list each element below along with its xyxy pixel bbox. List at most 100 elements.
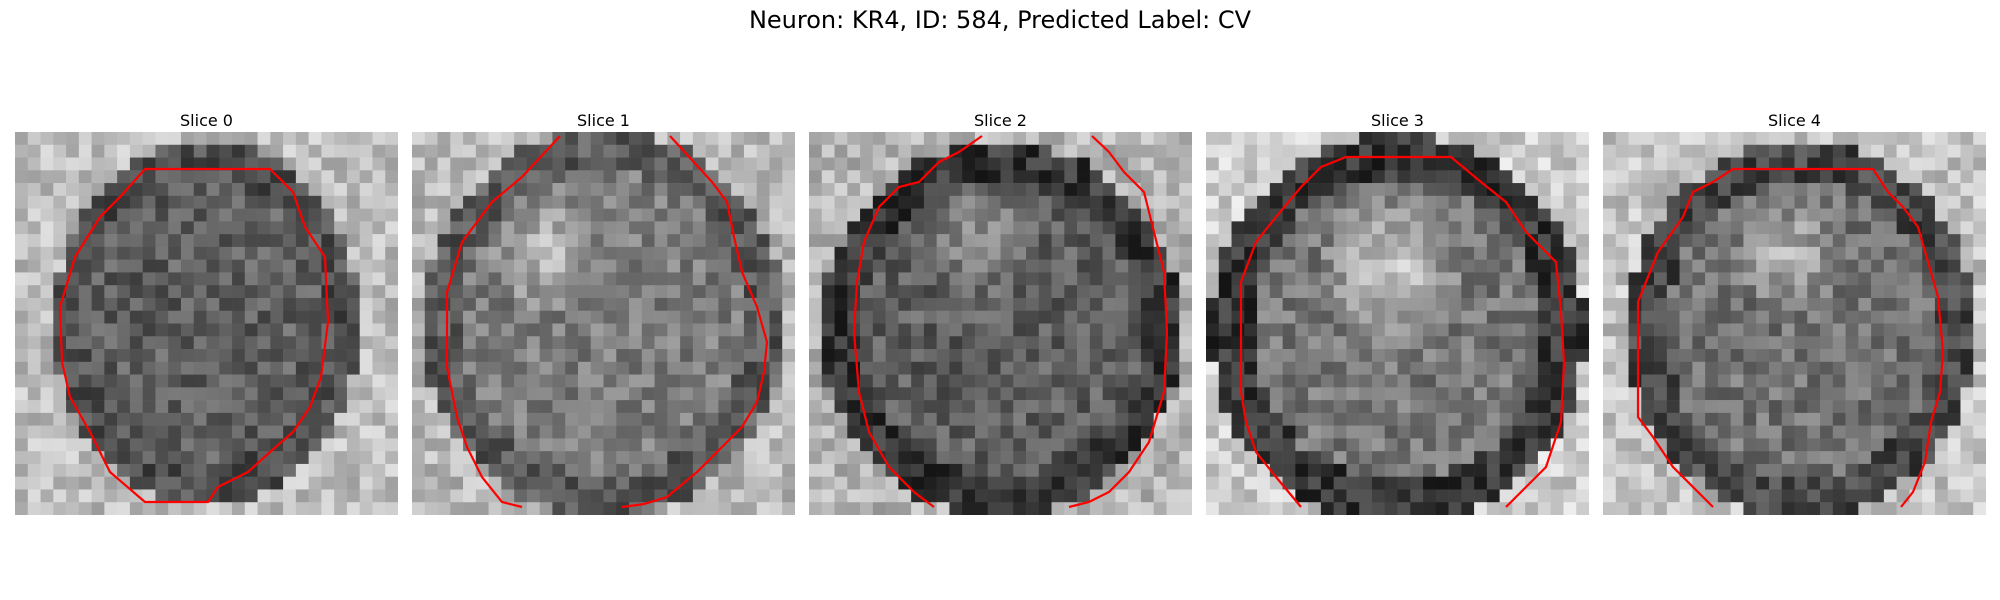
pixel xyxy=(78,400,92,414)
slice-image xyxy=(1206,132,1589,515)
pixel xyxy=(206,361,220,375)
pixel xyxy=(1089,183,1103,197)
pixel xyxy=(1435,170,1449,184)
pixel xyxy=(1576,297,1589,312)
pixel xyxy=(1128,246,1142,260)
pixel xyxy=(1359,144,1373,158)
pixel xyxy=(168,183,182,197)
pixel xyxy=(1038,438,1052,452)
pixel xyxy=(359,336,373,350)
pixel xyxy=(142,157,156,171)
pixel xyxy=(1603,438,1617,452)
pixel xyxy=(1359,195,1373,209)
pixel xyxy=(129,451,143,465)
pixel xyxy=(1218,323,1232,337)
pixel xyxy=(1384,489,1398,503)
pixel xyxy=(962,297,976,312)
pixel xyxy=(860,463,874,477)
pixel xyxy=(283,476,297,490)
pixel xyxy=(872,144,886,158)
pixel xyxy=(180,412,195,426)
pixel xyxy=(1128,425,1142,439)
pixel xyxy=(1973,221,1986,235)
pixel xyxy=(1218,183,1232,197)
pixel xyxy=(603,502,617,515)
pixel xyxy=(1934,144,1948,158)
pixel xyxy=(1397,502,1411,515)
pixel xyxy=(232,502,246,515)
pixel xyxy=(680,400,694,414)
pixel xyxy=(911,297,925,312)
pixel xyxy=(667,463,681,477)
cell-contour xyxy=(58,167,330,504)
pixel xyxy=(1756,170,1770,184)
pixel xyxy=(911,361,925,375)
pixel xyxy=(346,170,360,184)
pixel xyxy=(1628,234,1642,248)
pixel xyxy=(1679,336,1693,350)
pixel xyxy=(412,336,426,350)
pixel xyxy=(1410,234,1424,248)
pixel xyxy=(1269,400,1283,414)
pixel xyxy=(1231,208,1245,222)
pixel xyxy=(1666,208,1680,222)
pixel xyxy=(1308,425,1322,439)
pixel xyxy=(1666,502,1680,515)
pixel xyxy=(590,412,604,426)
pixel xyxy=(974,400,989,414)
pixel xyxy=(1026,234,1040,248)
pixel xyxy=(1871,336,1885,350)
pixel xyxy=(1603,400,1617,414)
pixel xyxy=(295,438,309,452)
pixel xyxy=(1781,208,1795,222)
pixel xyxy=(552,400,566,414)
pixel xyxy=(616,221,630,235)
pixel xyxy=(1922,374,1936,388)
pixel xyxy=(847,412,861,426)
pixel xyxy=(359,476,373,490)
pixel xyxy=(565,183,579,197)
pixel xyxy=(283,285,297,299)
pixel xyxy=(78,195,92,209)
pixel xyxy=(1883,297,1897,312)
pixel xyxy=(1820,285,1834,299)
pixel xyxy=(1128,374,1142,388)
pixel xyxy=(809,310,823,324)
pixel xyxy=(526,349,540,363)
pixel xyxy=(526,234,540,248)
pixel xyxy=(743,336,757,350)
pixel xyxy=(321,195,335,209)
pixel xyxy=(219,272,233,286)
pixel xyxy=(1807,387,1821,401)
pixel xyxy=(27,259,41,273)
pixel xyxy=(334,400,348,414)
pixel xyxy=(1628,425,1642,439)
pixel xyxy=(1282,349,1296,363)
pixel xyxy=(295,463,309,477)
pixel xyxy=(898,349,912,363)
pixel xyxy=(1257,221,1271,235)
pixel xyxy=(821,310,835,324)
pixel xyxy=(1615,412,1629,426)
pixel xyxy=(936,361,950,375)
pixel xyxy=(372,157,386,171)
pixel xyxy=(1666,489,1680,503)
pixel xyxy=(66,400,80,414)
pixel xyxy=(821,463,835,477)
pixel xyxy=(1026,272,1040,286)
pixel xyxy=(257,157,271,171)
pixel xyxy=(1038,451,1052,465)
pixel xyxy=(1896,463,1910,477)
pixel xyxy=(654,502,668,515)
pixel xyxy=(936,400,950,414)
pixel xyxy=(1537,272,1551,286)
pixel xyxy=(91,183,105,197)
pixel xyxy=(1051,323,1065,337)
pixel xyxy=(641,259,655,273)
pixel xyxy=(809,400,823,414)
pixel xyxy=(193,361,207,375)
pixel xyxy=(872,361,886,375)
pixel xyxy=(1128,285,1142,299)
pixel xyxy=(1474,502,1488,515)
pixel xyxy=(104,246,118,260)
